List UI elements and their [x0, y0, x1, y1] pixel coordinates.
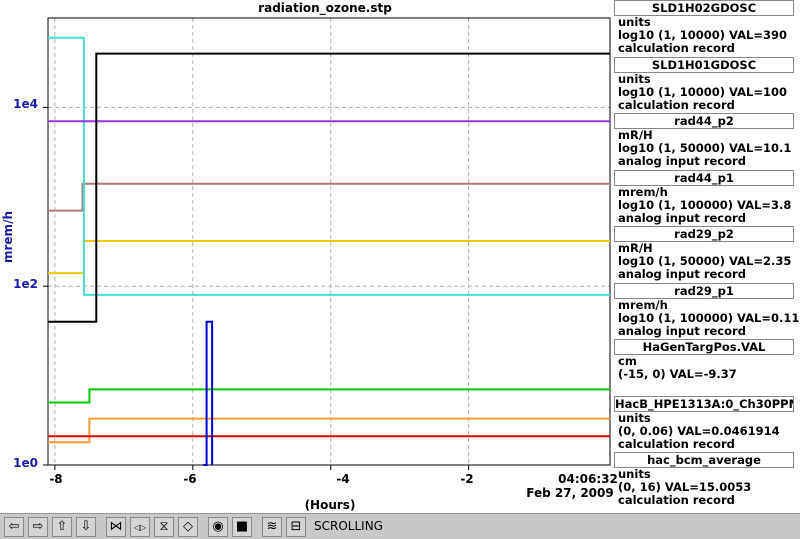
- legend-name[interactable]: rad44_p1: [614, 169, 794, 186]
- legend-units: units: [618, 467, 651, 481]
- y-axis-label: mrem/h: [1, 211, 15, 263]
- legend-range: log10 (1, 100000) VAL=0.117: [618, 310, 800, 325]
- legend-range: (-15, 0) VAL=-9.37: [618, 367, 737, 381]
- x-axis-label: (Hours): [304, 498, 356, 512]
- legend-range: log10 (1, 50000) VAL=2.35: [618, 254, 792, 268]
- legend-record: calculation record: [618, 97, 735, 112]
- legend-item[interactable]: rad44_p1 mrem/h log10 (1, 100000) VAL=3.…: [612, 169, 800, 227]
- zoom-out-y-button[interactable]: ◇: [178, 517, 198, 537]
- legend-item[interactable]: SLD1H02GDOSC units log10 (1, 10000) VAL=…: [612, 0, 800, 57]
- legend-range: log10 (1, 50000) VAL=10.1: [618, 141, 792, 155]
- arrow-right-icon: ⇨: [32, 519, 44, 534]
- stop-button[interactable]: ■: [232, 517, 252, 537]
- series-line: [48, 36, 610, 296]
- scroll-left-button[interactable]: ⇦: [4, 517, 24, 537]
- legend-units: mR/H: [618, 128, 653, 142]
- series-line: [203, 320, 214, 466]
- end-date-label: Feb 27, 2009: [526, 486, 614, 500]
- auto-scale-button[interactable]: ≋: [262, 517, 282, 537]
- series-line: [48, 240, 610, 275]
- legend-name[interactable]: rad44_p2: [614, 113, 794, 129]
- series-line: [48, 52, 610, 323]
- legend-units: units: [618, 15, 651, 29]
- scroll-mode-button[interactable]: ⊟: [286, 517, 306, 537]
- legend: SLD1H02GDOSC units log10 (1, 10000) VAL=…: [612, 0, 800, 509]
- auto-scale-icon: ≋: [266, 519, 278, 534]
- legend-item[interactable]: hac_bcm_average units (0, 16) VAL=15.005…: [612, 452, 800, 509]
- chart-title: radiation_ozone.stp: [258, 1, 392, 15]
- stop-icon: ■: [235, 519, 249, 534]
- legend-item[interactable]: rad29_p1 mrem/h log10 (1, 100000) VAL=0.…: [612, 282, 800, 340]
- legend-name[interactable]: HacB_HPE1313A:0_Ch30PPM: [614, 395, 794, 412]
- arrow-left-icon: ⇦: [8, 519, 20, 534]
- legend-name[interactable]: hac_bcm_average: [614, 452, 794, 468]
- legend-record: calculation record: [618, 41, 735, 55]
- legend-units: cm: [618, 354, 637, 368]
- record-button[interactable]: ◉: [208, 517, 228, 537]
- legend-units: units: [618, 71, 651, 86]
- arrow-down-icon: ⇩: [80, 519, 92, 534]
- status-text: SCROLLING: [314, 519, 383, 533]
- scroll-mode-icon: ⊟: [290, 519, 302, 534]
- zoom-out-x-button[interactable]: ◁▷: [130, 517, 150, 537]
- plot-area[interactable]: [0, 0, 612, 513]
- zoom-in-vertical-icon: ⧖: [159, 519, 169, 534]
- y-tick-label: 1e0: [13, 456, 38, 470]
- legend-item[interactable]: HaGenTargPos.VAL cm (-15, 0) VAL=-9.37: [612, 339, 800, 396]
- legend-record: analog input record: [618, 210, 746, 225]
- series-line: [48, 388, 610, 404]
- zoom-in-x-button[interactable]: ⋈: [106, 517, 126, 537]
- x-tick-label: -4: [336, 472, 350, 486]
- scroll-right-button[interactable]: ⇨: [28, 517, 48, 537]
- zoom-in-horizontal-icon: ⋈: [109, 519, 123, 534]
- legend-units: mrem/h: [618, 297, 668, 312]
- zoom-out-vertical-icon: ◇: [183, 519, 193, 534]
- legend-units: mrem/h: [618, 184, 668, 199]
- series-line: [48, 417, 610, 444]
- legend-record: calculation record: [618, 493, 735, 507]
- y-tick-label: 1e4: [13, 97, 38, 111]
- legend-range: (0, 0.06) VAL=0.0461914: [618, 423, 780, 438]
- legend-record: analog input record: [618, 267, 746, 281]
- legend-record: analog input record: [618, 323, 746, 338]
- legend-units: mR/H: [618, 241, 653, 255]
- legend-record: calculation record: [618, 436, 735, 451]
- scroll-up-button[interactable]: ⇧: [52, 517, 72, 537]
- x-tick-label: -8: [49, 472, 63, 486]
- legend-range: log10 (1, 100000) VAL=3.8: [618, 197, 792, 212]
- legend-name[interactable]: rad29_p1: [614, 282, 794, 299]
- arrow-up-icon: ⇧: [56, 519, 68, 534]
- legend-range: log10 (1, 10000) VAL=390: [618, 28, 787, 42]
- legend-range: log10 (1, 10000) VAL=100: [618, 84, 787, 99]
- legend-item[interactable]: rad44_p2 mR/H log10 (1, 50000) VAL=10.1 …: [612, 113, 800, 170]
- x-tick-label: -6: [183, 472, 197, 486]
- scroll-down-button[interactable]: ⇩: [76, 517, 96, 537]
- x-tick-label: -2: [460, 472, 474, 486]
- record-icon: ◉: [212, 519, 224, 534]
- legend-units: units: [618, 410, 651, 425]
- legend-name[interactable]: HaGenTargPos.VAL: [614, 339, 794, 355]
- legend-name[interactable]: SLD1H01GDOSC: [614, 56, 794, 73]
- zoom-in-y-button[interactable]: ⧖: [154, 517, 174, 537]
- legend-item[interactable]: SLD1H01GDOSC units log10 (1, 10000) VAL=…: [612, 56, 800, 114]
- legend-range: (0, 16) VAL=15.0053: [618, 480, 752, 494]
- series-line: [48, 182, 610, 212]
- legend-record: analog input record: [618, 154, 746, 168]
- y-tick-label: 1e2: [13, 277, 38, 291]
- legend-item[interactable]: HacB_HPE1313A:0_Ch30PPM units (0, 0.06) …: [612, 395, 800, 453]
- end-time-label: 04:06:32: [558, 472, 618, 486]
- legend-name[interactable]: SLD1H02GDOSC: [614, 0, 794, 16]
- zoom-out-horizontal-icon: ◁▷: [133, 523, 147, 532]
- legend-name[interactable]: rad29_p2: [614, 226, 794, 242]
- toolbar: ⇦ ⇨ ⇧ ⇩ ⋈ ◁▷ ⧖ ◇ ◉ ■ ≋ ⊟ SCROLLING: [0, 513, 800, 539]
- legend-item[interactable]: rad29_p2 mR/H log10 (1, 50000) VAL=2.35 …: [612, 226, 800, 283]
